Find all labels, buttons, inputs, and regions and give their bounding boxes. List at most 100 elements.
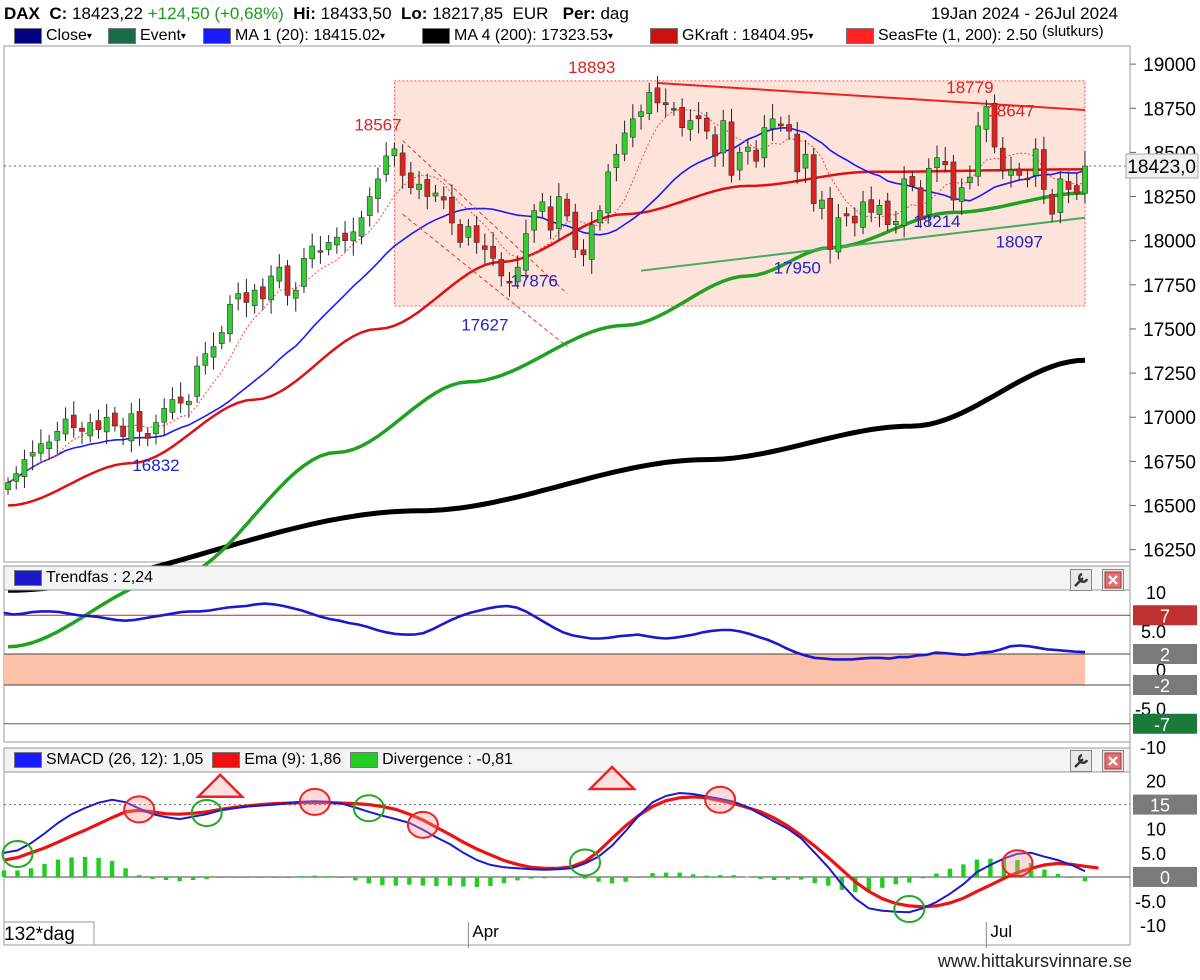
candle — [490, 231, 496, 266]
trendfas-legend[interactable]: Trendfas : 2,24 — [14, 569, 153, 587]
swing-low-label: 17950 — [774, 259, 821, 278]
candle — [580, 239, 587, 267]
bullish-cross-marker — [190, 799, 223, 828]
candle-body — [777, 123, 784, 127]
legend-gkraft[interactable]: GKraft : 18404.95 ▾ — [650, 27, 813, 45]
candle — [868, 186, 875, 223]
level-badge-label: -2 — [1154, 676, 1170, 696]
candle — [728, 108, 735, 183]
candle-body — [13, 473, 20, 482]
divergence-bar — [690, 874, 696, 877]
candle — [654, 75, 661, 113]
candle — [917, 180, 924, 228]
divergence-bar — [393, 876, 399, 886]
swing-low-label: 18097 — [996, 233, 1043, 252]
bullish-cross-marker — [352, 794, 385, 823]
divergence-bar — [326, 876, 331, 878]
candle-body — [342, 232, 348, 241]
bullish-cross-marker — [1, 840, 34, 869]
divergence-bar — [312, 875, 317, 877]
settings-wrench-button[interactable] — [1070, 569, 1092, 591]
divergence-bar — [799, 876, 804, 880]
candle — [745, 139, 751, 165]
candle-body — [21, 459, 28, 478]
divergence-bar — [826, 876, 831, 886]
candle — [1049, 188, 1055, 222]
down-channel-lower — [402, 213, 568, 347]
level-badge — [1133, 675, 1197, 695]
candle — [13, 466, 20, 490]
x-tick-label: Apr — [472, 922, 499, 941]
candle — [136, 398, 143, 446]
candle — [375, 167, 381, 213]
candle-body — [745, 146, 751, 152]
candle-body — [654, 87, 661, 104]
candle-body — [1041, 149, 1047, 190]
candle — [227, 295, 233, 343]
period-label: Per: — [562, 4, 596, 23]
candle — [950, 154, 957, 211]
candle — [301, 248, 307, 293]
smacd-legend[interactable]: SMACD (26, 12): 1,05 Ema (9): 1,86 Diver… — [14, 751, 513, 769]
divergence-bar — [1055, 873, 1061, 877]
candle — [21, 449, 28, 489]
divergence-value: -0,81 — [476, 751, 513, 768]
candle-body — [79, 427, 85, 432]
candle — [383, 142, 390, 182]
ema-value: 1,86 — [310, 751, 342, 768]
close-panel-button[interactable] — [1102, 750, 1124, 772]
peak-warning-triangle — [587, 765, 638, 791]
candle — [407, 161, 414, 195]
bearish-cross-marker — [298, 787, 331, 816]
candle — [695, 102, 702, 134]
support-trendline — [640, 216, 1086, 272]
divergence-bar — [812, 876, 817, 884]
candle-body — [991, 103, 998, 148]
legend-close[interactable]: Close ▾ — [14, 27, 92, 45]
legend-ma20[interactable]: MA 1 (20): 18415.02 ▾ — [203, 27, 385, 45]
smacd-y-label: 5.0 — [1141, 844, 1166, 864]
divergence-bar — [136, 875, 142, 877]
candle — [662, 88, 669, 118]
close-panel-button[interactable] — [1102, 569, 1124, 591]
smacd-panel-frame — [3, 747, 1131, 946]
candle-body — [1082, 165, 1088, 194]
ma200-line — [8, 357, 1086, 593]
candle-body — [334, 236, 340, 246]
legend-swatch — [650, 28, 678, 44]
candle-body — [983, 106, 990, 130]
candle — [1041, 136, 1047, 204]
candle-body — [687, 120, 694, 130]
range-box — [393, 80, 1086, 307]
candle — [186, 394, 192, 418]
bearish-cross-marker — [406, 810, 439, 839]
candle — [819, 190, 825, 220]
legend-event[interactable]: Event ▾ — [108, 27, 186, 45]
divergence-bar — [704, 875, 709, 877]
divergence-bar — [434, 876, 439, 887]
candle — [983, 99, 990, 143]
candle-body — [87, 422, 94, 437]
candle-body — [539, 201, 546, 212]
candle — [901, 166, 907, 238]
legend-ma200[interactable]: MA 4 (200): 17323.53 ▾ — [422, 27, 613, 45]
legend-seasfte[interactable]: SeasFte (1, 200): 2.50 — [846, 27, 1037, 45]
candle-body — [580, 249, 587, 256]
candle — [366, 187, 373, 227]
close-icon — [1104, 752, 1122, 770]
candle-body — [999, 147, 1006, 171]
legend-swatch — [14, 28, 42, 44]
quote-header: DAX C: 18423,22 +124,50 (+0,68%) Hi: 184… — [4, 4, 629, 24]
divergence-bar — [650, 873, 655, 877]
candle — [991, 94, 998, 154]
smacd-name: SMACD (26, 12) — [46, 751, 164, 768]
candle-body — [564, 198, 570, 217]
candle-body — [29, 452, 36, 457]
divergence-bar — [380, 876, 385, 886]
smacd-y-label: 10 — [1146, 820, 1166, 840]
candle-body — [572, 211, 579, 250]
settings-wrench-button[interactable] — [1070, 750, 1092, 772]
candle — [967, 165, 973, 190]
legend-swatch — [422, 28, 450, 44]
